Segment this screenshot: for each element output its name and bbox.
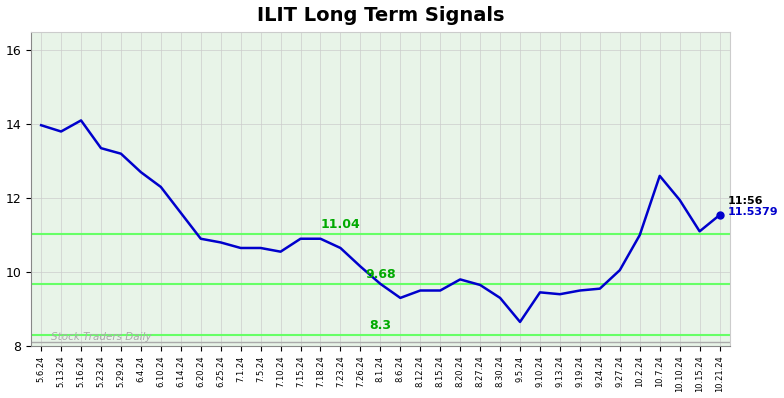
Title: ILIT Long Term Signals: ILIT Long Term Signals <box>256 6 504 25</box>
Text: 9.68: 9.68 <box>365 268 396 281</box>
Text: Stock Traders Daily: Stock Traders Daily <box>51 332 151 342</box>
Text: 11.04: 11.04 <box>321 218 361 231</box>
Text: 11:56: 11:56 <box>728 196 763 206</box>
Text: 8.3: 8.3 <box>369 319 391 332</box>
Text: 11.5379: 11.5379 <box>728 207 779 217</box>
